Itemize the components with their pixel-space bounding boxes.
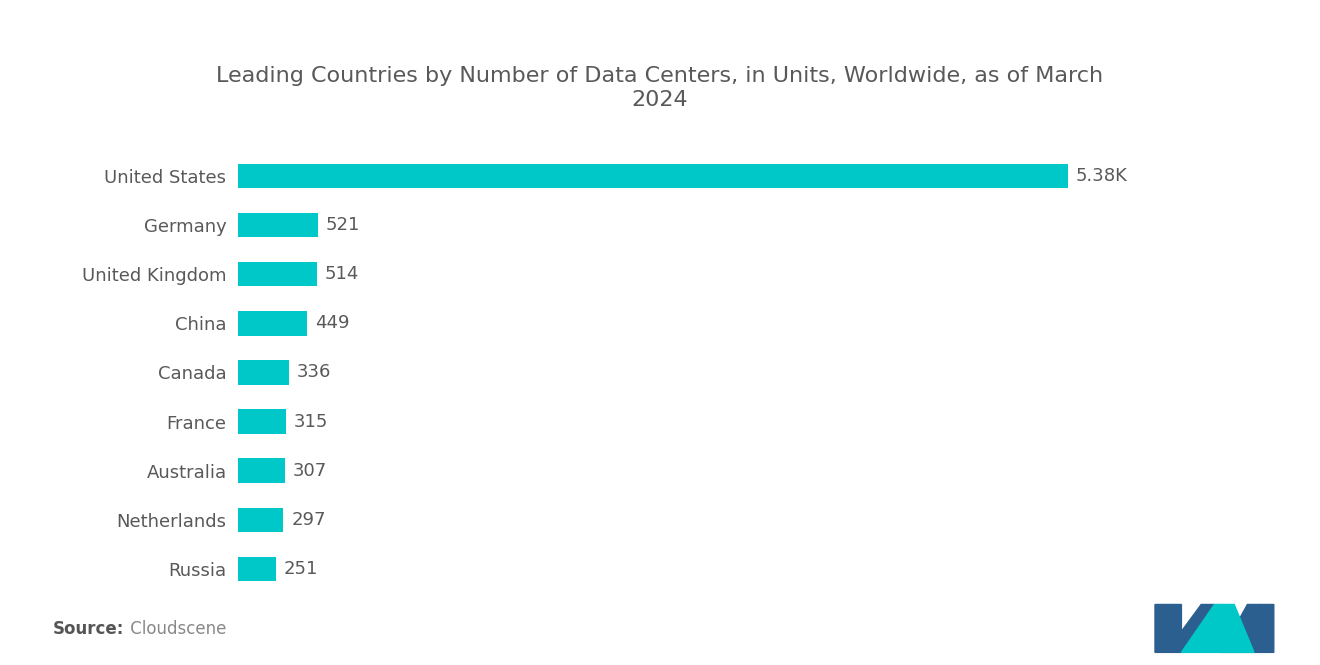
Text: 251: 251 bbox=[284, 560, 318, 578]
Polygon shape bbox=[1221, 604, 1274, 652]
Bar bbox=[238, 262, 317, 287]
Text: 514: 514 bbox=[325, 265, 359, 283]
Text: Leading Countries by Number of Data Centers, in Units, Worldwide, as of March
20: Leading Countries by Number of Data Cent… bbox=[216, 66, 1104, 110]
Polygon shape bbox=[1181, 604, 1221, 652]
Polygon shape bbox=[1155, 604, 1214, 652]
Text: 297: 297 bbox=[292, 511, 326, 529]
Text: Cloudscene: Cloudscene bbox=[125, 620, 227, 638]
Text: 5.38K: 5.38K bbox=[1076, 167, 1127, 185]
Bar bbox=[238, 164, 1068, 188]
Text: 336: 336 bbox=[297, 363, 331, 382]
Polygon shape bbox=[1221, 604, 1254, 652]
Text: Source:: Source: bbox=[53, 620, 124, 638]
Text: 307: 307 bbox=[293, 462, 327, 479]
Text: 521: 521 bbox=[326, 216, 360, 234]
Bar bbox=[238, 507, 284, 532]
Text: 315: 315 bbox=[294, 412, 329, 430]
Bar bbox=[238, 557, 276, 581]
Bar bbox=[238, 409, 286, 434]
Bar bbox=[238, 360, 289, 384]
Bar bbox=[238, 213, 318, 237]
Text: 449: 449 bbox=[314, 315, 348, 332]
Bar bbox=[238, 311, 306, 336]
Bar bbox=[238, 458, 285, 483]
